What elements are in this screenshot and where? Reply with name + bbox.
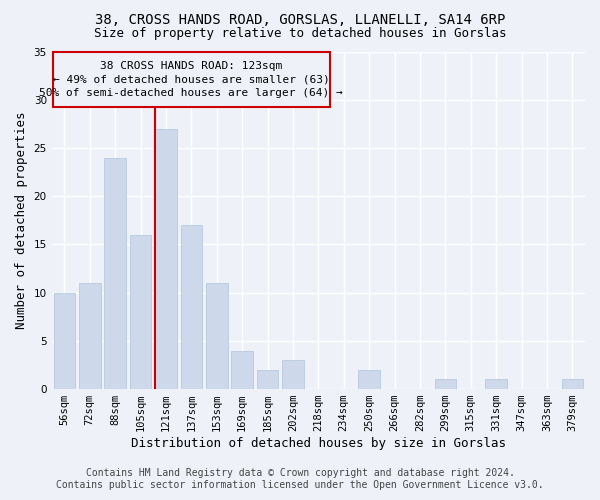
FancyBboxPatch shape (53, 52, 330, 108)
Bar (485, 380, 507, 389)
Bar (181, 225, 202, 389)
Bar (562, 380, 583, 389)
Bar (282, 360, 304, 389)
Text: Contains HM Land Registry data © Crown copyright and database right 2024.
Contai: Contains HM Land Registry data © Crown c… (56, 468, 544, 490)
Bar (104, 158, 126, 389)
Bar (79, 283, 101, 389)
Text: 38, CROSS HANDS ROAD, GORSLAS, LLANELLI, SA14 6RP: 38, CROSS HANDS ROAD, GORSLAS, LLANELLI,… (95, 12, 505, 26)
Bar (53, 292, 75, 389)
Bar (257, 370, 278, 389)
Bar (155, 128, 177, 389)
Text: 38 CROSS HANDS ROAD: 123sqm
← 49% of detached houses are smaller (63)
50% of sem: 38 CROSS HANDS ROAD: 123sqm ← 49% of det… (40, 62, 343, 98)
Bar (358, 370, 380, 389)
Y-axis label: Number of detached properties: Number of detached properties (15, 112, 28, 329)
Text: Size of property relative to detached houses in Gorslas: Size of property relative to detached ho… (94, 28, 506, 40)
Bar (206, 283, 227, 389)
X-axis label: Distribution of detached houses by size in Gorslas: Distribution of detached houses by size … (131, 437, 506, 450)
Bar (232, 350, 253, 389)
Bar (434, 380, 456, 389)
Bar (130, 235, 151, 389)
